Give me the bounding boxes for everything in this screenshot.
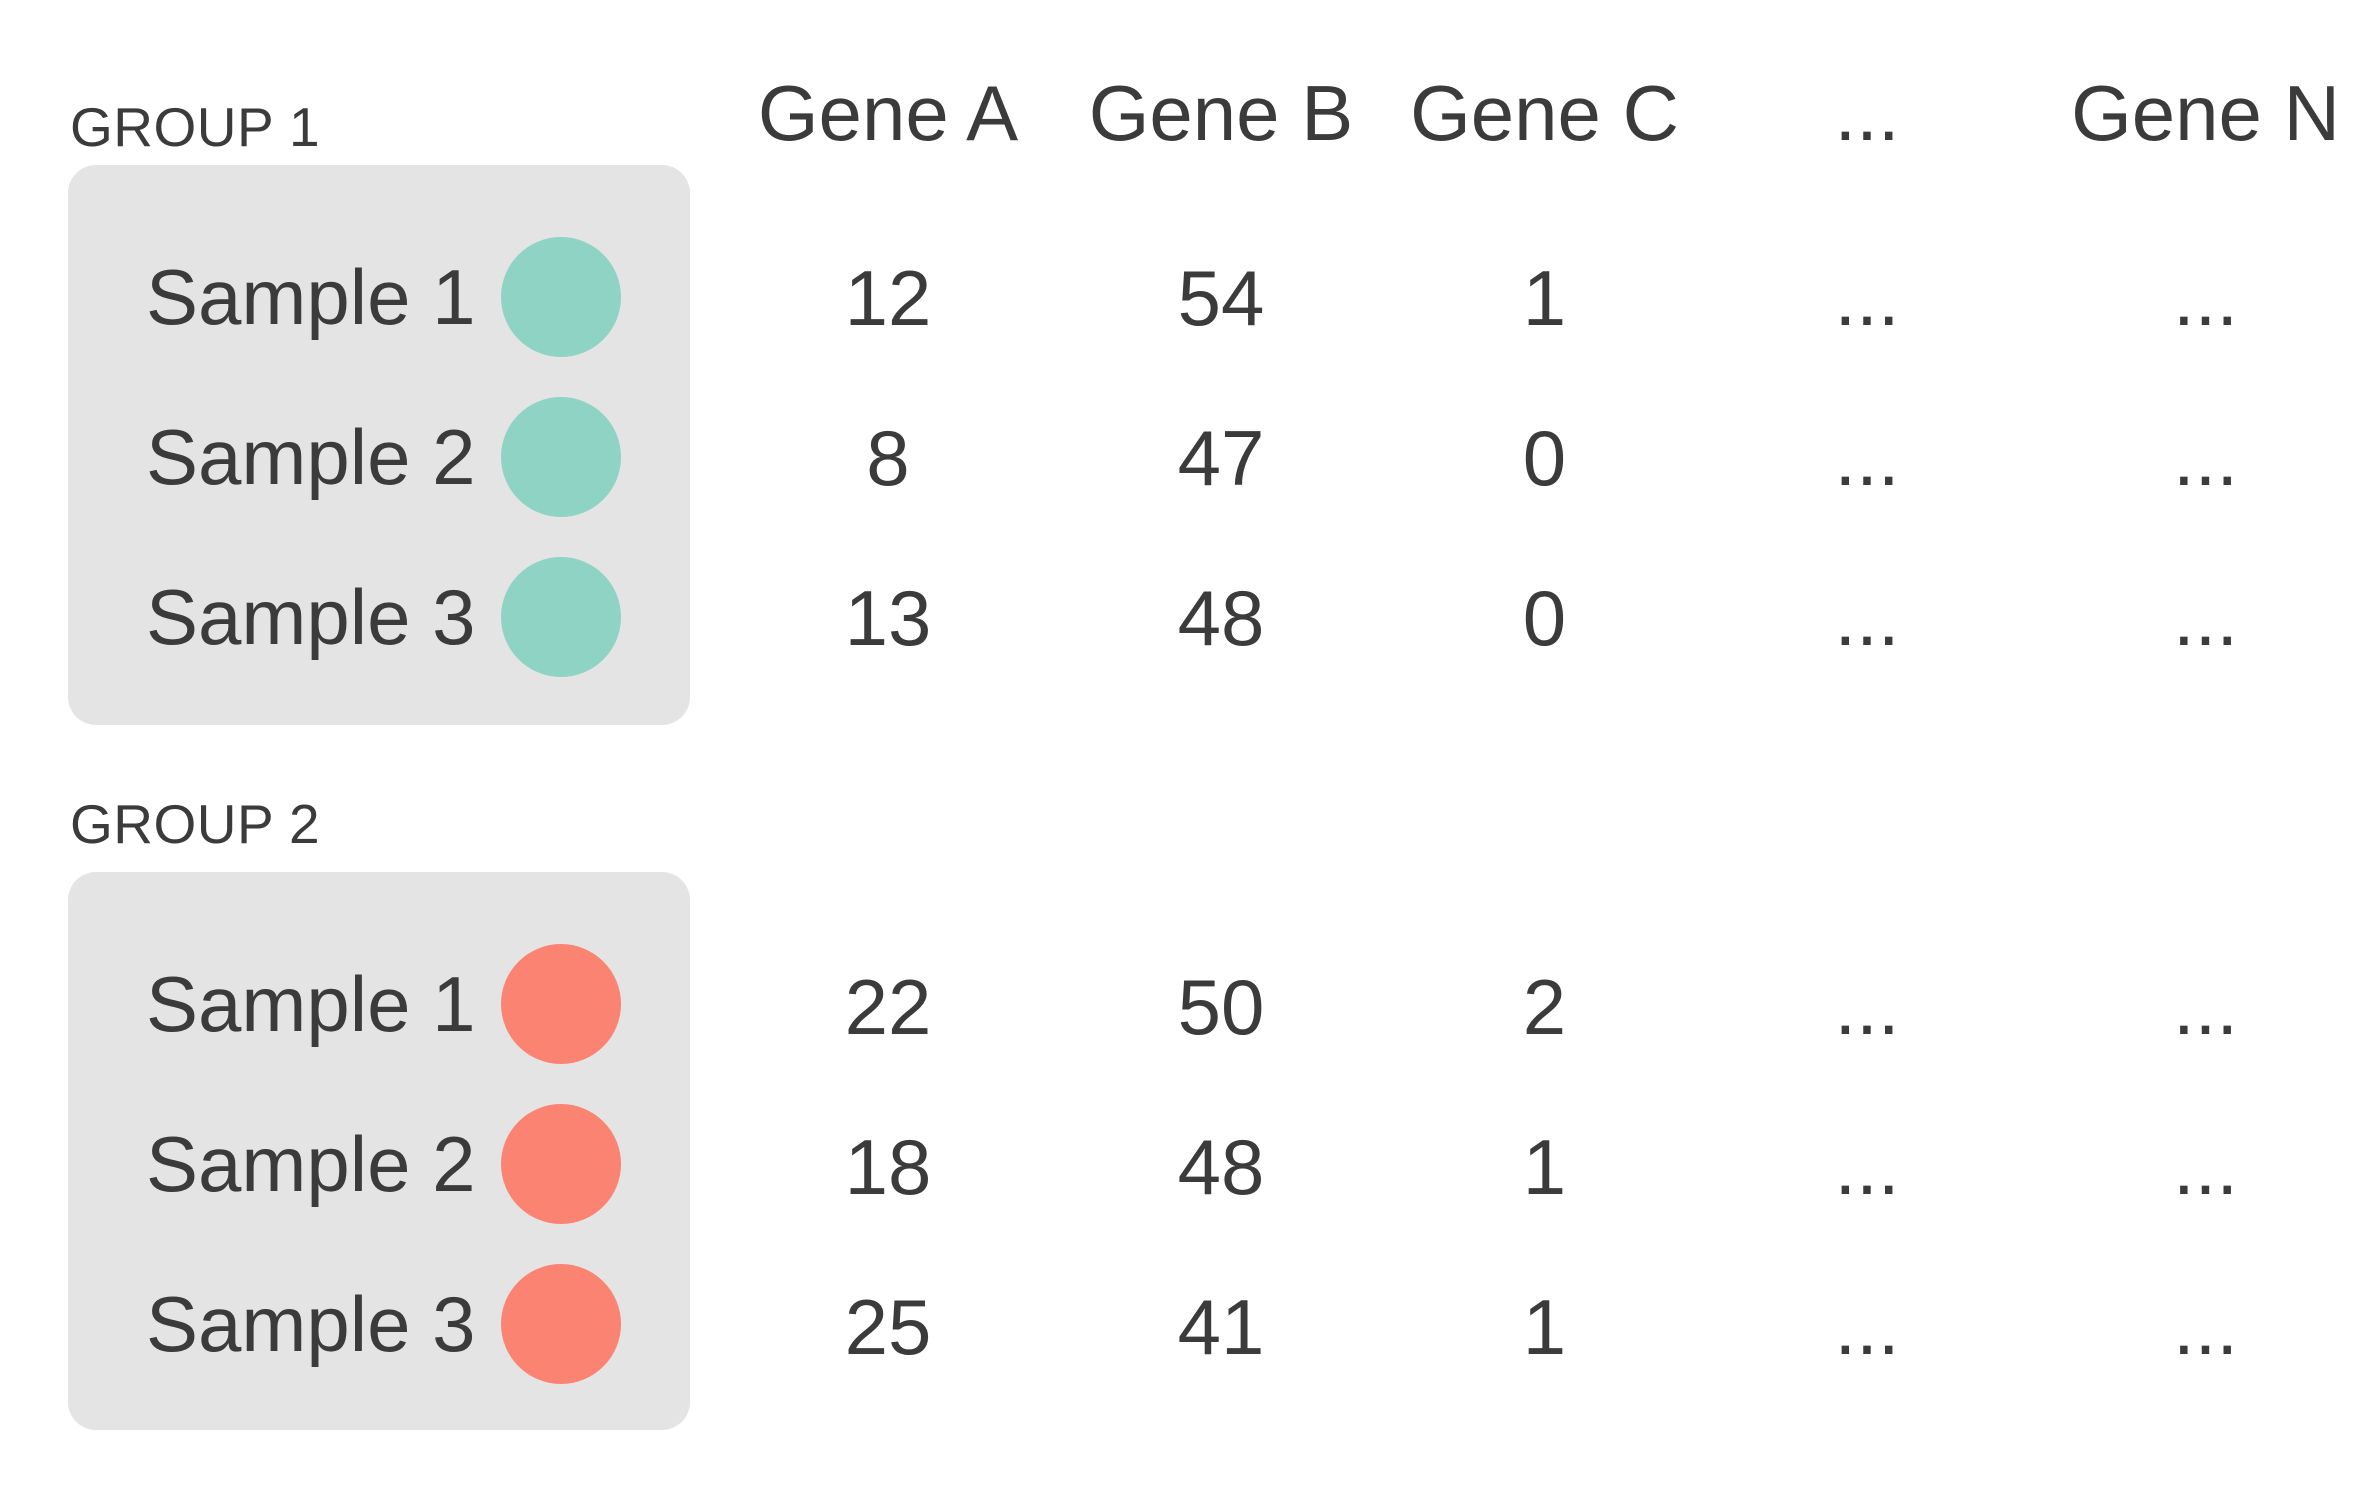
sample-color-swatch: [501, 1264, 621, 1384]
column-header-gene-n: Gene N: [2071, 69, 2340, 157]
count-cell: 0: [1522, 574, 1567, 662]
count-cell: 1: [1522, 1283, 1567, 1371]
count-cell: ...: [1834, 1283, 1900, 1371]
count-cell: ...: [1834, 574, 1900, 662]
count-cell: 0: [1522, 414, 1567, 502]
count-cell: 25: [844, 1283, 932, 1371]
sample-label: Sample 3: [146, 573, 476, 661]
count-cell: 54: [1177, 254, 1265, 342]
sample-row: Sample 3: [146, 1264, 621, 1384]
table-row: 8 47 0 ... ...: [720, 378, 2380, 538]
count-cell: 1: [1522, 254, 1567, 342]
count-cell: ...: [2172, 574, 2238, 662]
column-header-gene-b: Gene B: [1088, 69, 1354, 157]
sample-row: Sample 1: [146, 237, 621, 357]
table-row: 22 50 2 ... ...: [720, 927, 2380, 1087]
sample-color-swatch: [501, 557, 621, 677]
column-header-gene-a: Gene A: [757, 69, 1019, 157]
count-cell: 12: [844, 254, 932, 342]
count-cell: 13: [844, 574, 932, 662]
table-row: 12 54 1 ... ...: [720, 218, 2380, 378]
count-cell: 48: [1177, 574, 1265, 662]
count-cell: ...: [1834, 1123, 1900, 1211]
table-row: 13 48 0 ... ...: [720, 538, 2380, 698]
sample-color-swatch: [501, 1104, 621, 1224]
column-header-ellipsis: ...: [1834, 69, 1900, 157]
group2-label: GROUP 2: [70, 793, 321, 855]
count-cell: ...: [1834, 414, 1900, 502]
count-cell: 2: [1522, 963, 1567, 1051]
column-header-gene-c: Gene C: [1410, 69, 1679, 157]
sample-label: Sample 1: [146, 253, 476, 341]
sample-row: Sample 3: [146, 557, 621, 677]
count-cell: 47: [1177, 414, 1265, 502]
sample-label: Sample 1: [146, 960, 476, 1048]
count-cell: ...: [1834, 963, 1900, 1051]
sample-label: Sample 2: [146, 1120, 476, 1208]
count-matrix: Gene A Gene B Gene C ... Gene N 12 54 1 …: [720, 0, 2380, 1407]
sample-row: Sample 1: [146, 944, 621, 1064]
count-cell: 50: [1177, 963, 1265, 1051]
count-cell: ...: [2172, 254, 2238, 342]
sample-color-swatch: [501, 237, 621, 357]
sample-label: Sample 2: [146, 413, 476, 501]
count-cell: ...: [2172, 414, 2238, 502]
count-cell: 41: [1177, 1283, 1265, 1371]
count-cell: 8: [866, 414, 910, 502]
sample-row: Sample 2: [146, 397, 621, 517]
count-cell: ...: [2172, 1283, 2238, 1371]
count-cell: 18: [844, 1123, 932, 1211]
count-cell: ...: [1834, 254, 1900, 342]
group2-box: Sample 1 Sample 2 Sample 3: [68, 872, 690, 1430]
count-cell: ...: [2172, 1123, 2238, 1211]
sample-row: Sample 2: [146, 1104, 621, 1224]
count-cell: 22: [844, 963, 932, 1051]
count-cell: ...: [2172, 963, 2238, 1051]
group-gap-spacer: [720, 698, 2380, 927]
sample-label: Sample 3: [146, 1280, 476, 1368]
group1-box: Sample 1 Sample 2 Sample 3: [68, 165, 690, 725]
sample-color-swatch: [501, 397, 621, 517]
group1-label: GROUP 1: [70, 96, 321, 158]
count-cell: 48: [1177, 1123, 1265, 1211]
sample-color-swatch: [501, 944, 621, 1064]
table-row: 25 41 1 ... ...: [720, 1247, 2380, 1407]
count-cell: 1: [1522, 1123, 1567, 1211]
table-row: 18 48 1 ... ...: [720, 1087, 2380, 1247]
column-header-row: Gene A Gene B Gene C ... Gene N: [720, 0, 2380, 218]
